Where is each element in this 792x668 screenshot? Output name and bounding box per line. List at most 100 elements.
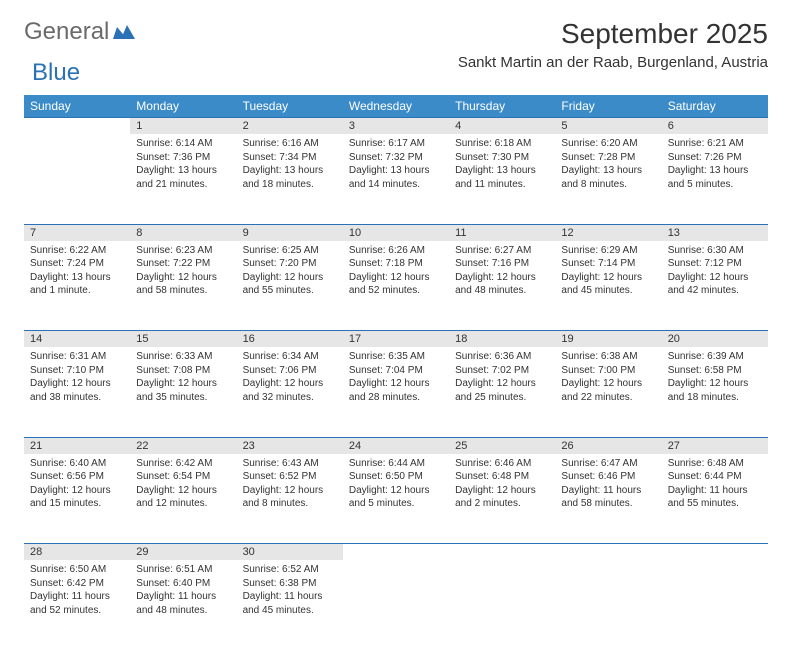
sunrise-line: Sunrise: 6:31 AM: [30, 350, 124, 364]
day-content-cell: [343, 560, 449, 650]
content-row: Sunrise: 6:50 AMSunset: 6:42 PM Daylight:…: [24, 560, 768, 650]
sunset-line: Sunset: 6:52 PM: [243, 470, 337, 484]
day-content-cell: Sunrise: 6:25 AMSunset: 7:20 PMDaylight:…: [237, 241, 343, 331]
weekday-header: Friday: [555, 95, 661, 118]
sunrise-line: Sunrise: 6:48 AM: [668, 457, 762, 471]
sunrise-line: Sunrise: 6:16 AM: [243, 137, 337, 151]
sunrise-line: Sunrise: 6:26 AM: [349, 244, 443, 258]
sunset-line: Sunset: 7:34 PM: [243, 151, 337, 165]
day-number-cell: 3: [343, 118, 449, 135]
daylight-line: Daylight: 12 hours and 2 minutes.: [455, 484, 549, 511]
weekday-header: Tuesday: [237, 95, 343, 118]
daylight-line: Daylight: 13 hours and 18 minutes.: [243, 164, 337, 191]
daylight-line: Daylight: 11 hours and 45 minutes.: [243, 590, 337, 617]
daylight-line: Daylight: 12 hours and 48 minutes.: [455, 271, 549, 298]
day-number-cell: [449, 544, 555, 561]
daylight-line: Daylight: 12 hours and 55 minutes.: [243, 271, 337, 298]
sunset-line: Sunset: 6:48 PM: [455, 470, 549, 484]
sunset-line: Sunset: 7:28 PM: [561, 151, 655, 165]
sunset-line: Sunset: 6:42 PM: [30, 577, 124, 591]
daylight-line: Daylight: 13 hours and 5 minutes.: [668, 164, 762, 191]
daylight-line: Daylight: 12 hours and 22 minutes.: [561, 377, 655, 404]
daylight-line: Daylight: 11 hours and 55 minutes.: [668, 484, 762, 511]
content-row: Sunrise: 6:14 AMSunset: 7:36 PMDaylight:…: [24, 134, 768, 224]
page-subtitle: Sankt Martin an der Raab, Burgenland, Au…: [458, 54, 768, 71]
sunrise-line: Sunrise: 6:21 AM: [668, 137, 762, 151]
sunset-line: Sunset: 7:16 PM: [455, 257, 549, 271]
daylight-line: Daylight: 12 hours and 42 minutes.: [668, 271, 762, 298]
day-number-cell: 19: [555, 331, 661, 348]
weekday-header: Sunday: [24, 95, 130, 118]
sunrise-line: Sunrise: 6:29 AM: [561, 244, 655, 258]
day-content-cell: [555, 560, 661, 650]
daylight-line: Daylight: 12 hours and 25 minutes.: [455, 377, 549, 404]
day-content-cell: Sunrise: 6:47 AMSunset: 6:46 PMDaylight:…: [555, 454, 661, 544]
sunrise-line: Sunrise: 6:35 AM: [349, 350, 443, 364]
calendar-table: Sunday Monday Tuesday Wednesday Thursday…: [24, 95, 768, 650]
day-number-cell: 6: [662, 118, 768, 135]
daylight-line: Daylight: 13 hours and 11 minutes.: [455, 164, 549, 191]
sunset-line: Sunset: 7:12 PM: [668, 257, 762, 271]
day-number-cell: [24, 118, 130, 135]
day-number-cell: 22: [130, 437, 236, 454]
logo: General: [24, 18, 137, 46]
day-number-cell: 29: [130, 544, 236, 561]
weekday-header: Saturday: [662, 95, 768, 118]
sunrise-line: Sunrise: 6:42 AM: [136, 457, 230, 471]
day-content-cell: [662, 560, 768, 650]
sunset-line: Sunset: 6:44 PM: [668, 470, 762, 484]
sunset-line: Sunset: 7:14 PM: [561, 257, 655, 271]
day-number-cell: [555, 544, 661, 561]
day-content-cell: Sunrise: 6:51 AMSunset: 6:40 PMDaylight:…: [130, 560, 236, 650]
day-content-cell: Sunrise: 6:29 AMSunset: 7:14 PMDaylight:…: [555, 241, 661, 331]
sunset-line: Sunset: 7:04 PM: [349, 364, 443, 378]
sunset-line: Sunset: 7:00 PM: [561, 364, 655, 378]
day-number-cell: 5: [555, 118, 661, 135]
sunset-line: Sunset: 6:38 PM: [243, 577, 337, 591]
daynum-row: 123456: [24, 118, 768, 135]
day-number-cell: 10: [343, 224, 449, 241]
daynum-row: 14151617181920: [24, 331, 768, 348]
sunset-line: Sunset: 7:08 PM: [136, 364, 230, 378]
daylight-line: Daylight: 12 hours and 5 minutes.: [349, 484, 443, 511]
day-content-cell: Sunrise: 6:17 AMSunset: 7:32 PMDaylight:…: [343, 134, 449, 224]
day-number-cell: 30: [237, 544, 343, 561]
day-content-cell: Sunrise: 6:35 AMSunset: 7:04 PMDaylight:…: [343, 347, 449, 437]
day-content-cell: Sunrise: 6:39 AMSunset: 6:58 PMDaylight:…: [662, 347, 768, 437]
day-content-cell: Sunrise: 6:52 AMSunset: 6:38 PMDaylight:…: [237, 560, 343, 650]
weekday-header: Thursday: [449, 95, 555, 118]
daylight-line: Daylight: 12 hours and 45 minutes.: [561, 271, 655, 298]
day-content-cell: Sunrise: 6:40 AMSunset: 6:56 PMDaylight:…: [24, 454, 130, 544]
day-content-cell: Sunrise: 6:34 AMSunset: 7:06 PMDaylight:…: [237, 347, 343, 437]
sunrise-line: Sunrise: 6:36 AM: [455, 350, 549, 364]
sunrise-line: Sunrise: 6:50 AM: [30, 563, 124, 577]
sunset-line: Sunset: 7:32 PM: [349, 151, 443, 165]
sunset-line: Sunset: 7:06 PM: [243, 364, 337, 378]
day-content-cell: [449, 560, 555, 650]
sunset-line: Sunset: 6:40 PM: [136, 577, 230, 591]
day-content-cell: Sunrise: 6:21 AMSunset: 7:26 PMDaylight:…: [662, 134, 768, 224]
sunrise-line: Sunrise: 6:39 AM: [668, 350, 762, 364]
day-number-cell: 14: [24, 331, 130, 348]
content-row: Sunrise: 6:22 AMSunset: 7:24 PMDaylight:…: [24, 241, 768, 331]
day-content-cell: Sunrise: 6:50 AMSunset: 6:42 PMDaylight:…: [24, 560, 130, 650]
day-content-cell: Sunrise: 6:44 AMSunset: 6:50 PMDaylight:…: [343, 454, 449, 544]
content-row: Sunrise: 6:31 AMSunset: 7:10 PMDaylight:…: [24, 347, 768, 437]
content-row: Sunrise: 6:40 AMSunset: 6:56 PMDaylight:…: [24, 454, 768, 544]
logo-text-1: General: [24, 18, 109, 46]
daylight-line: Daylight: 12 hours and 12 minutes.: [136, 484, 230, 511]
day-content-cell: Sunrise: 6:18 AMSunset: 7:30 PMDaylight:…: [449, 134, 555, 224]
daylight-line: Daylight: 13 hours and 14 minutes.: [349, 164, 443, 191]
sunset-line: Sunset: 7:22 PM: [136, 257, 230, 271]
day-number-cell: 1: [130, 118, 236, 135]
day-content-cell: Sunrise: 6:31 AMSunset: 7:10 PMDaylight:…: [24, 347, 130, 437]
sunrise-line: Sunrise: 6:20 AM: [561, 137, 655, 151]
logo-icon: [113, 23, 135, 41]
sunset-line: Sunset: 6:56 PM: [30, 470, 124, 484]
sunrise-line: Sunrise: 6:52 AM: [243, 563, 337, 577]
sunset-line: Sunset: 7:36 PM: [136, 151, 230, 165]
day-number-cell: 13: [662, 224, 768, 241]
day-content-cell: Sunrise: 6:43 AMSunset: 6:52 PMDaylight:…: [237, 454, 343, 544]
day-content-cell: Sunrise: 6:23 AMSunset: 7:22 PMDaylight:…: [130, 241, 236, 331]
day-number-cell: 17: [343, 331, 449, 348]
